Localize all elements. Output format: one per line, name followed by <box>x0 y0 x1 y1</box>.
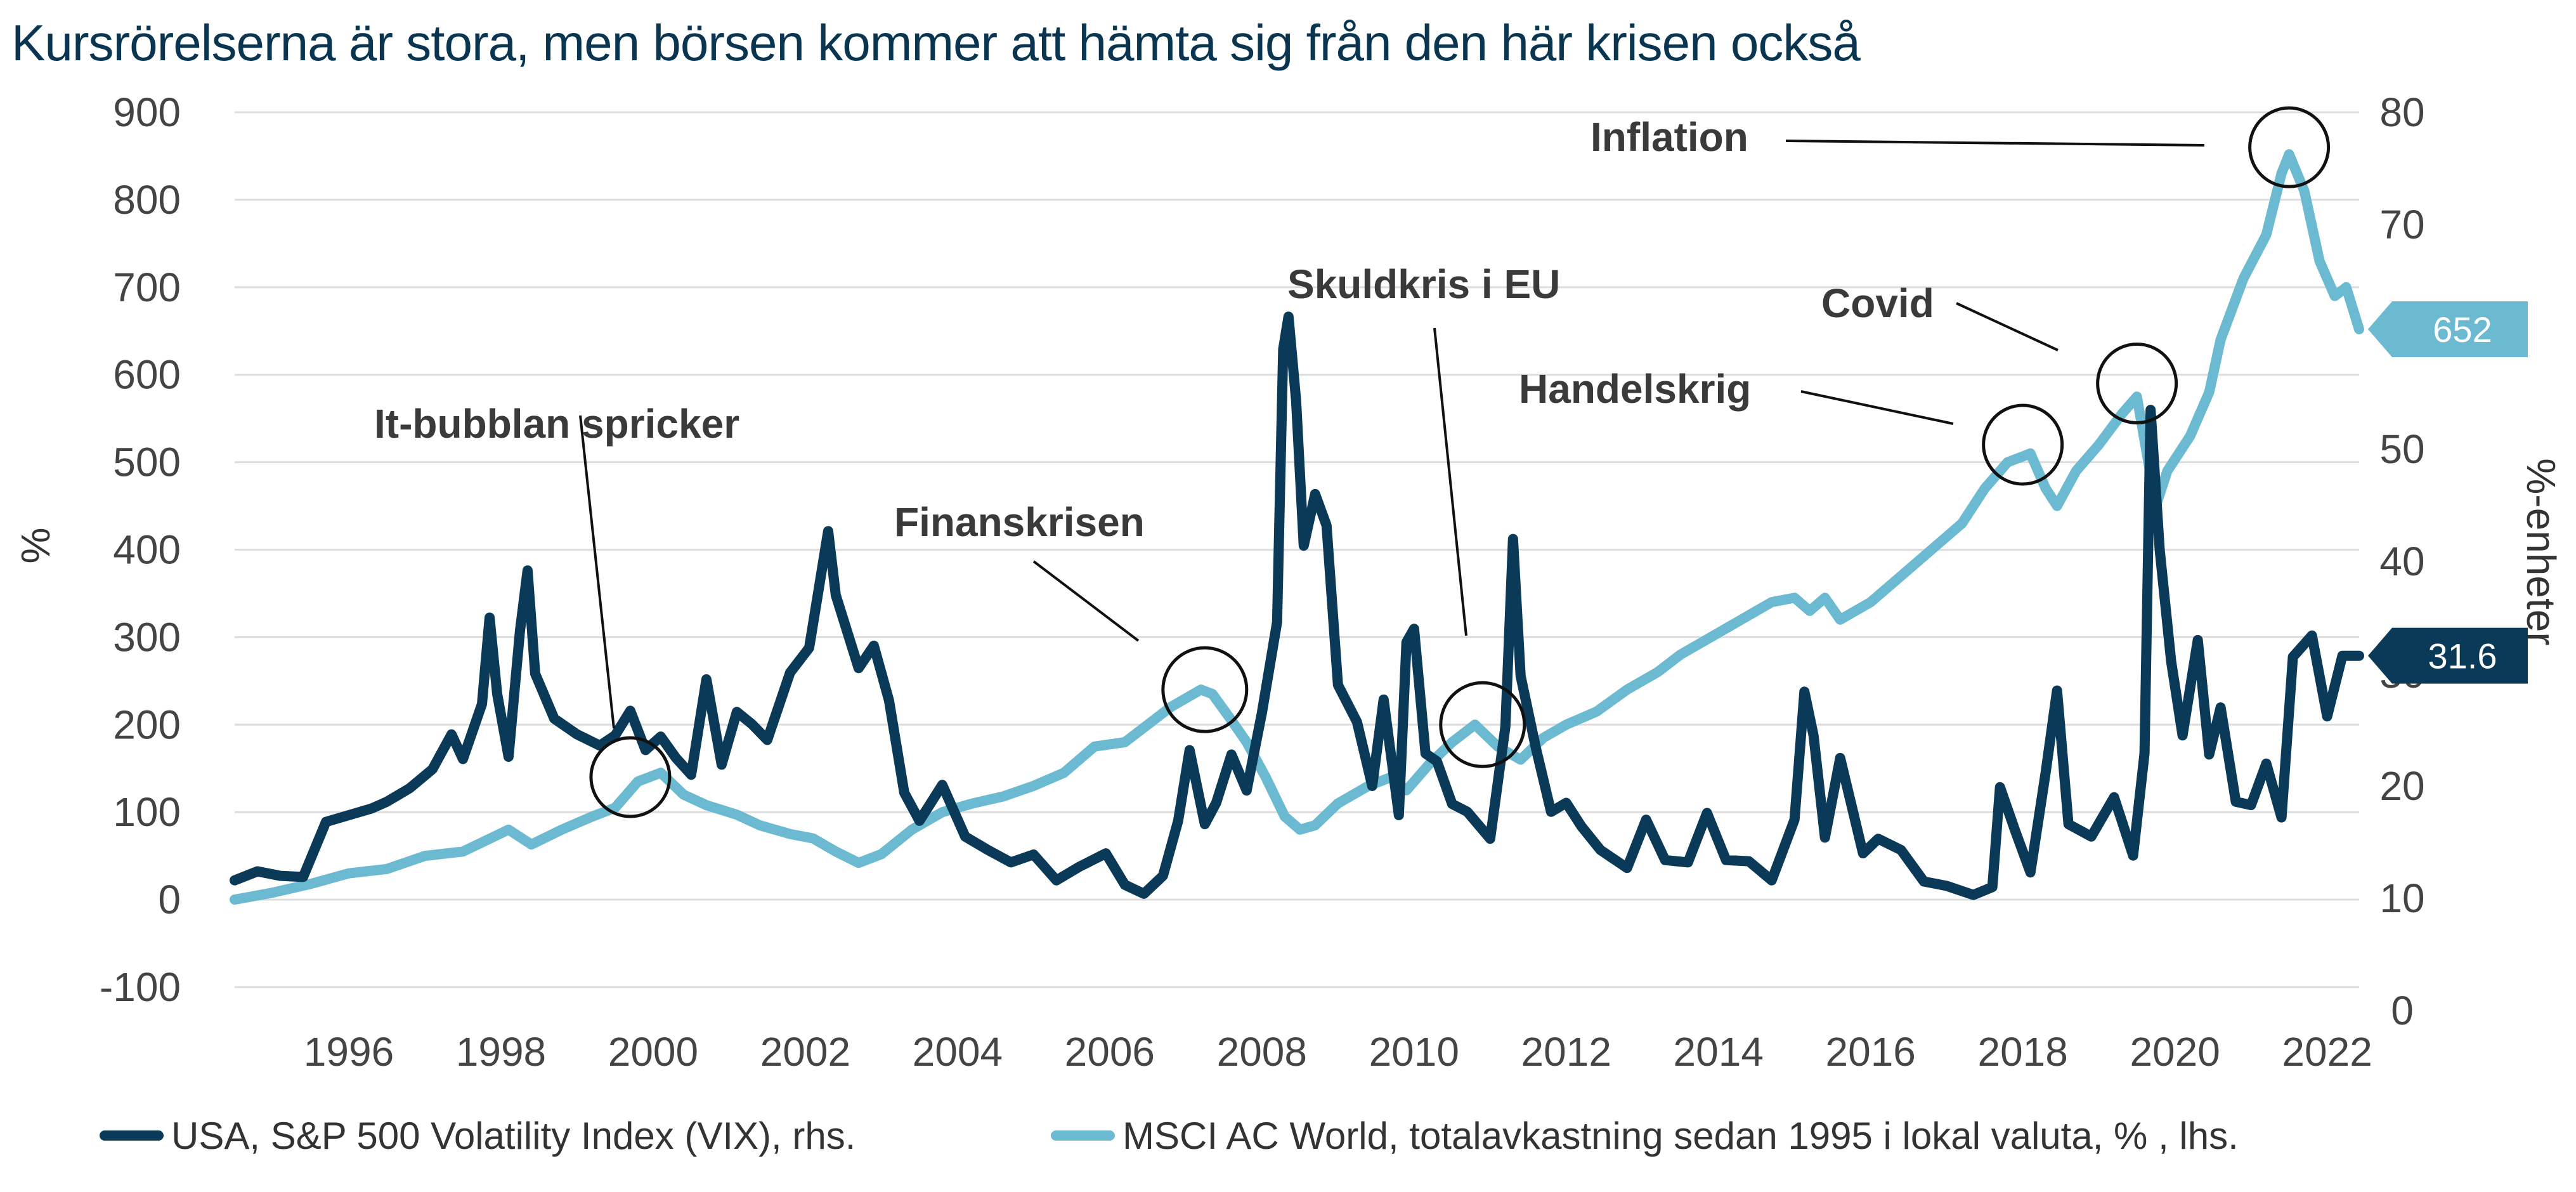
annotations: It-bubblan spricker Finanskrisen Skuldkris… <box>374 106 2331 818</box>
legend-label: USA, S&P 500 Volatility Index (VIX), rhs… <box>171 1115 855 1157</box>
left-axis-title: % <box>13 528 58 564</box>
series-line-vix <box>230 311 2364 900</box>
x-tick-label: 2010 <box>1369 1029 1459 1075</box>
x-tick-label: 2002 <box>760 1029 850 1075</box>
right-axis-ticks: 01020304050607080 <box>2379 89 2424 1033</box>
callout-circle <box>1439 681 1526 768</box>
callout: Handelskrig <box>1519 366 2064 486</box>
end-label-box <box>2368 301 2528 357</box>
callout-leader <box>579 415 615 729</box>
legend-item-msci: MSCI AC World, totalavkastning sedan 199… <box>1051 1115 2239 1157</box>
x-tick-label: 2020 <box>2130 1029 2220 1075</box>
left-tick-label: 100 <box>113 789 181 835</box>
end-label-box <box>2368 627 2528 684</box>
callout-label: Finanskrisen <box>894 499 1145 545</box>
end-label-vix: 31.6 <box>2368 627 2528 684</box>
right-tick-label: 0 <box>2391 988 2414 1033</box>
legend: USA, S&P 500 Volatility Index (VIX), rhs… <box>100 1115 2239 1157</box>
left-tick-label: -100 <box>100 964 181 1010</box>
legend-item-vix: USA, S&P 500 Volatility Index (VIX), rhs… <box>100 1115 855 1157</box>
callout-leader <box>1956 302 2059 351</box>
left-tick-label: 200 <box>113 702 181 747</box>
x-tick-label: 2022 <box>2282 1029 2372 1075</box>
x-tick-label: 2016 <box>1826 1029 1916 1075</box>
callout-circle <box>589 736 672 818</box>
left-tick-label: 600 <box>113 352 181 398</box>
left-tick-label: 700 <box>113 265 181 310</box>
left-tick-label: 500 <box>113 440 181 485</box>
x-tick-label: 1996 <box>304 1029 394 1075</box>
left-tick-label: 0 <box>158 877 181 922</box>
left-tick-label: 300 <box>113 614 181 660</box>
series-lines <box>230 149 2364 905</box>
callout-leader <box>1433 327 1467 636</box>
callout-label: Handelskrig <box>1519 366 1751 412</box>
callout-label: Skuldkris i EU <box>1287 261 1560 307</box>
callout: Skuldkris i EU <box>1287 261 1560 768</box>
left-tick-label: 800 <box>113 177 181 223</box>
callout: Covid <box>1821 280 2178 424</box>
callout-circle <box>2096 342 2178 424</box>
end-label-text: 31.6 <box>2428 636 2497 676</box>
right-tick-label: 50 <box>2379 426 2424 472</box>
end-label-msci: 652 <box>2368 301 2528 357</box>
callout: Finanskrisen <box>894 499 1249 733</box>
right-tick-label: 80 <box>2379 89 2424 135</box>
callout-circle <box>1982 403 2064 486</box>
callout-leader <box>1800 390 1954 425</box>
left-axis-ticks: -100 0 100 200 300 400 500 600 700 800 900 <box>100 89 181 1010</box>
callout-label: Inflation <box>1590 114 1748 160</box>
left-tick-label: 400 <box>113 527 181 573</box>
callout-label: It-bubblan spricker <box>374 401 739 447</box>
x-tick-label: 2018 <box>1977 1029 2067 1075</box>
right-tick-label: 70 <box>2379 202 2424 247</box>
callout-label: Covid <box>1821 280 1934 326</box>
callout-leader <box>1785 140 2205 147</box>
callout-leader <box>1032 560 1140 642</box>
x-tick-label: 2000 <box>608 1029 698 1075</box>
left-tick-label: 900 <box>113 89 181 135</box>
legend-label: MSCI AC World, totalavkastning sedan 199… <box>1122 1115 2239 1157</box>
series-line-msci <box>230 149 2364 905</box>
callout-circle <box>2248 106 2331 188</box>
x-tick-label: 2008 <box>1217 1029 1307 1075</box>
callout-circle <box>1161 646 1249 733</box>
right-tick-label: 20 <box>2379 763 2424 809</box>
right-tick-label: 40 <box>2379 539 2424 584</box>
chart-title: Kursrörelserna är stora, men börsen komm… <box>11 15 1861 71</box>
end-labels: 31.6 652 <box>2368 301 2528 684</box>
callout: It-bubblan spricker <box>374 401 739 818</box>
callout: Inflation <box>1590 106 2331 188</box>
x-tick-label: 1998 <box>456 1029 546 1075</box>
right-tick-label: 10 <box>2379 875 2424 921</box>
x-tick-label: 2014 <box>1674 1029 1764 1075</box>
right-axis-title: %-enheter <box>2518 458 2564 645</box>
gridlines <box>235 111 2359 988</box>
x-tick-label: 2012 <box>1521 1029 1611 1075</box>
end-label-text: 652 <box>2433 310 2492 350</box>
x-axis-ticks: 1996 1998 2000 2002 2004 2006 2008 2010 2012 2014… <box>304 1029 2372 1075</box>
x-tick-label: 2004 <box>913 1029 1003 1075</box>
x-tick-label: 2006 <box>1065 1029 1155 1075</box>
